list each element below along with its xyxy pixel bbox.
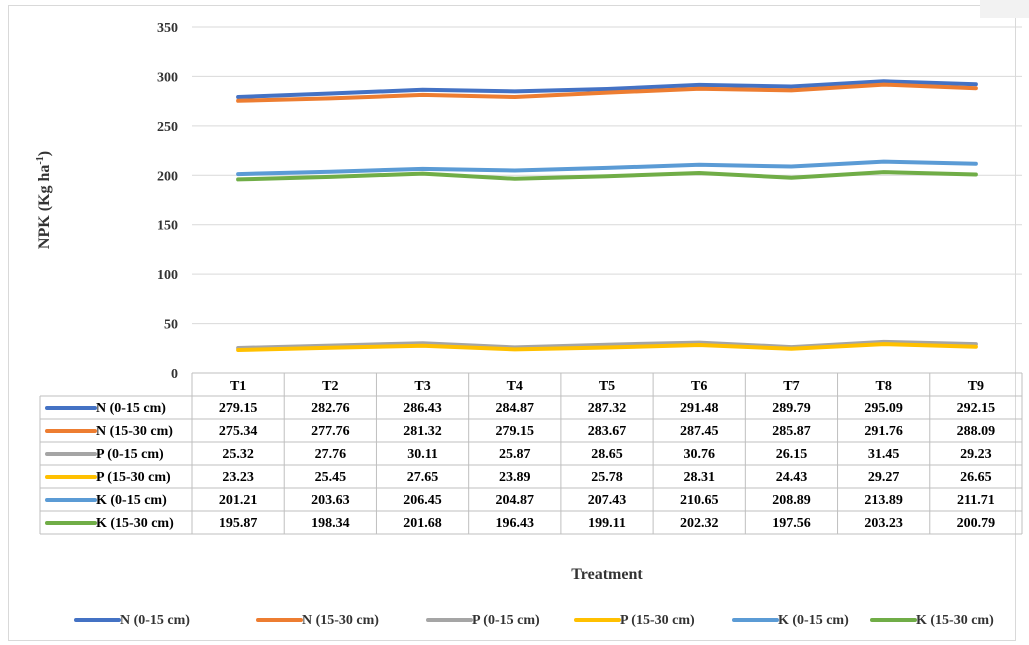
category-label: T6: [691, 379, 707, 394]
data-value-label: 25.32: [222, 447, 254, 462]
data-value-label: 29.23: [960, 447, 992, 462]
data-value-label: 282.76: [311, 401, 350, 416]
series-line: [236, 82, 978, 103]
data-value-label: 29.27: [868, 470, 900, 485]
data-value-label: 203.63: [311, 493, 350, 508]
data-value-label: 285.87: [772, 424, 811, 439]
category-label: T9: [968, 379, 984, 394]
category-label: T1: [230, 379, 246, 394]
chart-corner-tab: [980, 0, 1029, 18]
data-value-label: 210.65: [680, 493, 719, 508]
category-label: T5: [599, 379, 615, 394]
category-label: T4: [507, 379, 523, 394]
table-series-name: P (0-15 cm): [96, 447, 164, 462]
data-value-label: 195.87: [219, 516, 258, 531]
y-tick-label: 350: [157, 21, 178, 36]
category-label: T8: [875, 379, 891, 394]
series-line: [236, 159, 978, 177]
data-value-label: 28.65: [591, 447, 623, 462]
data-value-label: 292.15: [957, 401, 996, 416]
legend-label: K (15-30 cm): [916, 613, 994, 628]
data-value-label: 284.87: [496, 401, 535, 416]
category-label: T3: [414, 379, 430, 394]
data-value-label: 283.67: [588, 424, 627, 439]
data-value-label: 202.32: [680, 516, 719, 531]
data-value-label: 279.15: [496, 424, 535, 439]
data-value-label: 277.76: [311, 424, 350, 439]
data-value-label: 295.09: [864, 401, 903, 416]
table-series-name: N (0-15 cm): [96, 401, 166, 416]
legend-label: K (0-15 cm): [778, 613, 849, 628]
y-tick-label: 150: [157, 219, 178, 234]
data-value-label: 213.89: [864, 493, 903, 508]
y-tick-label: 100: [157, 268, 178, 283]
data-value-label: 207.43: [588, 493, 627, 508]
data-value-label: 26.65: [960, 470, 992, 485]
data-value-label: 289.79: [772, 401, 811, 416]
data-value-label: 25.78: [591, 470, 623, 485]
data-value-label: 200.79: [957, 516, 996, 531]
data-value-label: 23.23: [222, 470, 254, 485]
y-tick-label: 200: [157, 169, 178, 184]
data-value-label: 281.32: [403, 424, 442, 439]
data-value-label: 199.11: [588, 516, 626, 531]
data-value-label: 198.34: [311, 516, 350, 531]
data-value-label: 25.45: [315, 470, 347, 485]
series-line: [236, 342, 978, 352]
data-value-label: 201.68: [403, 516, 442, 531]
data-value-label: 275.34: [219, 424, 258, 439]
y-tick-label: 0: [171, 367, 178, 382]
data-value-label: 30.11: [407, 447, 438, 462]
data-value-label: 31.45: [868, 447, 900, 462]
series-line: [236, 79, 978, 99]
data-value-label: 23.89: [499, 470, 531, 485]
category-label: T7: [783, 379, 799, 394]
x-axis-title: Treatment: [571, 566, 643, 583]
data-value-label: 204.87: [496, 493, 535, 508]
category-label: T2: [322, 379, 338, 394]
series-line: [236, 339, 978, 350]
data-value-label: 27.65: [407, 470, 439, 485]
y-axis-title: NPK (Kg ha-1): [35, 151, 53, 249]
legend-label: P (0-15 cm): [472, 613, 540, 628]
data-value-label: 28.31: [683, 470, 715, 485]
data-value-label: 291.76: [864, 424, 903, 439]
table-series-name: P (15-30 cm): [96, 470, 171, 485]
data-value-label: 203.23: [864, 516, 903, 531]
data-value-label: 208.89: [772, 493, 811, 508]
legend-label: N (0-15 cm): [120, 613, 190, 628]
data-value-label: 211.71: [957, 493, 995, 508]
data-value-label: 279.15: [219, 401, 258, 416]
y-tick-label: 250: [157, 120, 178, 135]
data-value-label: 26.15: [776, 447, 808, 462]
table-series-name: K (15-30 cm): [96, 516, 174, 531]
data-value-label: 197.56: [772, 516, 811, 531]
data-value-label: 291.48: [680, 401, 719, 416]
data-value-label: 201.21: [219, 493, 258, 508]
data-value-label: 25.87: [499, 447, 531, 462]
data-value-label: 206.45: [403, 493, 442, 508]
data-value-label: 30.76: [683, 447, 715, 462]
series-line: [236, 170, 978, 182]
legend-label: N (15-30 cm): [302, 613, 379, 628]
table-series-name: N (15-30 cm): [96, 424, 173, 439]
data-value-label: 287.32: [588, 401, 627, 416]
data-value-label: 286.43: [403, 401, 442, 416]
y-tick-label: 300: [157, 70, 178, 85]
data-value-label: 24.43: [776, 470, 808, 485]
data-value-label: 27.76: [315, 447, 347, 462]
legend-label: P (15-30 cm): [620, 613, 695, 628]
y-tick-label: 50: [164, 318, 178, 333]
data-value-label: 288.09: [957, 424, 996, 439]
table-series-name: K (0-15 cm): [96, 493, 167, 508]
data-value-label: 196.43: [496, 516, 535, 531]
chart-frame: [8, 5, 1016, 641]
data-value-label: 287.45: [680, 424, 719, 439]
